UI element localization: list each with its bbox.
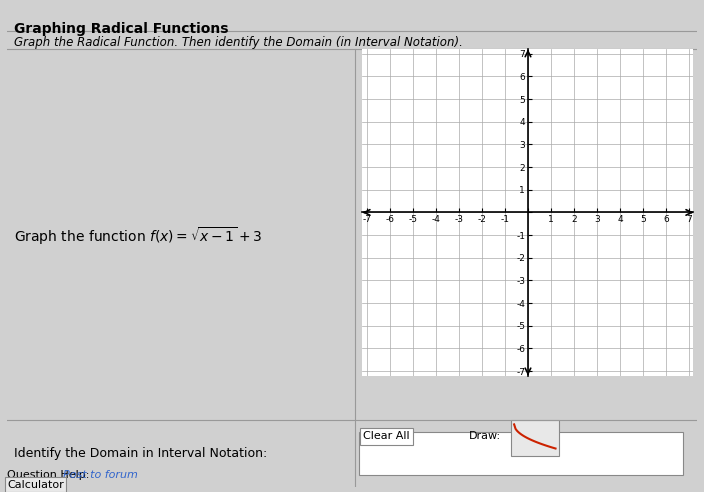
- Text: Graphing Radical Functions: Graphing Radical Functions: [14, 22, 228, 36]
- FancyBboxPatch shape: [359, 431, 683, 475]
- FancyBboxPatch shape: [510, 420, 559, 456]
- Text: Clear All: Clear All: [363, 431, 410, 441]
- Text: Identify the Domain in Interval Notation:: Identify the Domain in Interval Notation…: [14, 447, 268, 460]
- Text: Draw:: Draw:: [470, 431, 501, 441]
- Text: Graph the Radical Function. Then identify the Domain (in Interval Notation).: Graph the Radical Function. Then identif…: [14, 36, 463, 49]
- Text: Calculator: Calculator: [7, 480, 64, 490]
- Text: Post to forum: Post to forum: [63, 470, 138, 480]
- Text: Question Help:: Question Help:: [7, 470, 89, 480]
- Text: Graph the function $f(x) = \sqrt{x-1}+3$: Graph the function $f(x) = \sqrt{x-1}+3$: [14, 225, 262, 247]
